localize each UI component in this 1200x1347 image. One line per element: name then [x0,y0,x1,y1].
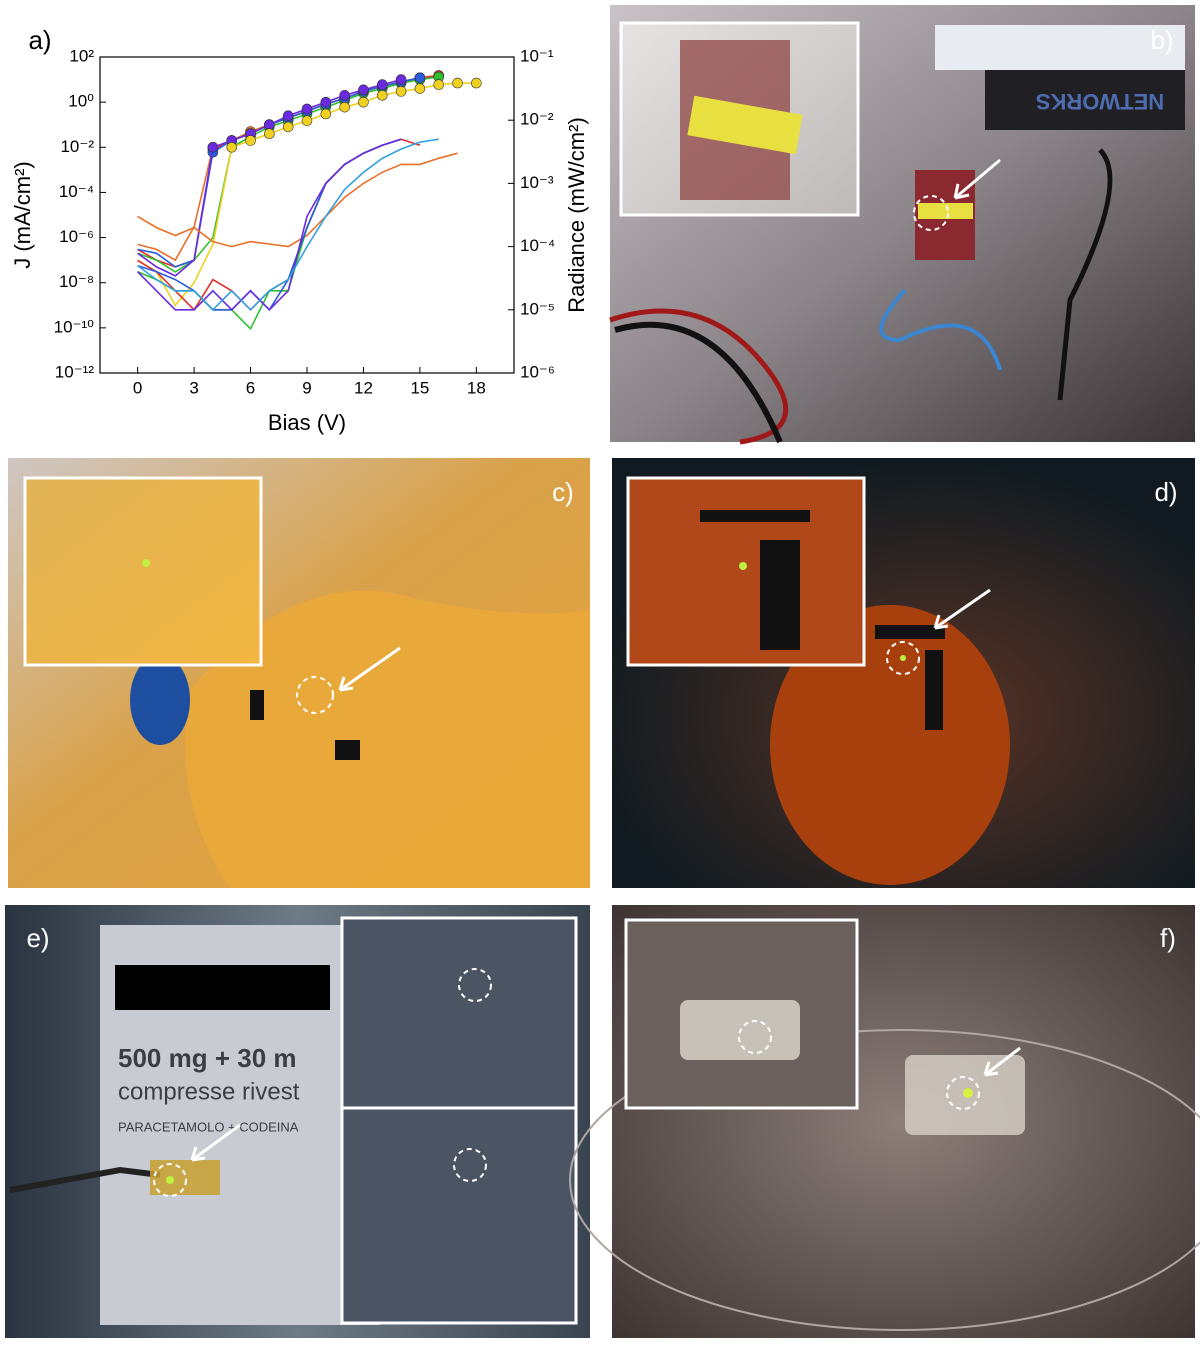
photo-c: c) [8,458,590,888]
device-box [935,25,1185,70]
marker [396,86,406,96]
series-line [138,153,458,246]
emission [739,562,747,570]
marker [302,104,312,114]
marker [453,78,463,88]
x-tick-label: 0 [133,378,142,397]
panel-label: c) [552,477,574,507]
marker [340,90,350,100]
photo-f: f) [570,905,1200,1338]
photo-b: NETWORKS b) [610,5,1195,442]
emission [142,559,150,567]
marker [264,129,274,139]
marker [471,78,481,88]
panel-label: f) [1160,923,1176,953]
photo-text: 500 mg + 30 m [118,1043,297,1073]
x-tick-label: 3 [189,378,198,397]
marker [208,142,218,152]
panel-label: b) [1150,25,1173,55]
marker [415,73,425,83]
y2-tick-label: 10⁻⁵ [520,299,555,318]
marker [415,84,425,94]
y-tick-label: 10⁻⁴ [59,182,94,201]
marker [302,116,312,126]
marker [340,102,350,112]
photo-text: PARACETAMOLO + CODEINA [118,1119,299,1134]
y-tick-label: 10⁻⁶ [59,227,94,246]
marker [321,109,331,119]
y-tick-label: 10⁻² [60,137,94,156]
tape [925,650,943,730]
y2-tick-label: 10⁻³ [520,173,554,192]
series-line [138,78,420,267]
marker [358,97,368,107]
series-line [138,139,420,310]
photo-d: d) [612,458,1195,888]
device [918,203,973,219]
marker [358,85,368,95]
tape [335,740,360,760]
marker [246,135,256,145]
marker [264,120,274,130]
inset [25,478,261,665]
tape [760,540,800,650]
tape [700,510,810,522]
tape [250,690,264,720]
x-tick-label: 12 [354,378,373,397]
inset [342,918,576,1108]
marker [227,142,237,152]
figure: NETWORKS b) c) d) 500 mg + 30 m compress… [0,0,1200,1342]
marker [283,111,293,121]
photo-text: NETWORKS [1036,89,1164,114]
x-tick-label: 18 [467,378,486,397]
y-tick-label: 10⁻⁸ [59,272,94,291]
y2-tick-label: 10⁻⁶ [520,362,555,381]
series-line [138,80,402,276]
emission [166,1176,174,1184]
panel-label: e) [26,923,49,953]
y-tick-label: 10² [69,46,94,65]
marker [434,80,444,90]
emission [963,1088,973,1098]
emission [900,655,906,661]
device [150,1160,220,1195]
redaction [115,965,330,1010]
x-axis-label: Bias (V) [268,410,346,435]
photo-text: compresse rivest [118,1078,300,1105]
x-tick-label: 9 [302,378,311,397]
marker [377,80,387,90]
y2-tick-label: 10⁻⁴ [520,236,555,255]
y-tick-label: 10⁰ [68,92,94,111]
photo-e: 500 mg + 30 m compresse rivest PARACETAM… [5,905,590,1338]
series-line [138,139,402,310]
x-tick-label: 15 [410,378,429,397]
series-line [138,76,439,267]
y-tick-label: 10⁻¹² [55,362,95,381]
inset [628,478,864,665]
panel-label: a) [28,25,51,55]
y-axis-label: J (mA/cm²) [10,161,35,269]
marker [396,75,406,85]
y2-axis-label: Radiance (mW/cm²) [564,117,589,313]
x-tick-label: 6 [246,378,255,397]
bottle-cap [130,655,190,745]
y2-tick-label: 10⁻² [520,110,554,129]
marker [283,122,293,132]
y2-tick-label: 10⁻¹ [520,46,554,65]
series-line [138,77,439,272]
marker [321,97,331,107]
panel-label: d) [1154,477,1177,507]
chart: a) Bias (V) J (mA/cm²) Radiance (mW/cm²)… [10,25,589,435]
inset [342,1108,576,1323]
series-line [138,139,402,310]
marker [377,90,387,100]
y-tick-label: 10⁻¹⁰ [54,317,95,336]
